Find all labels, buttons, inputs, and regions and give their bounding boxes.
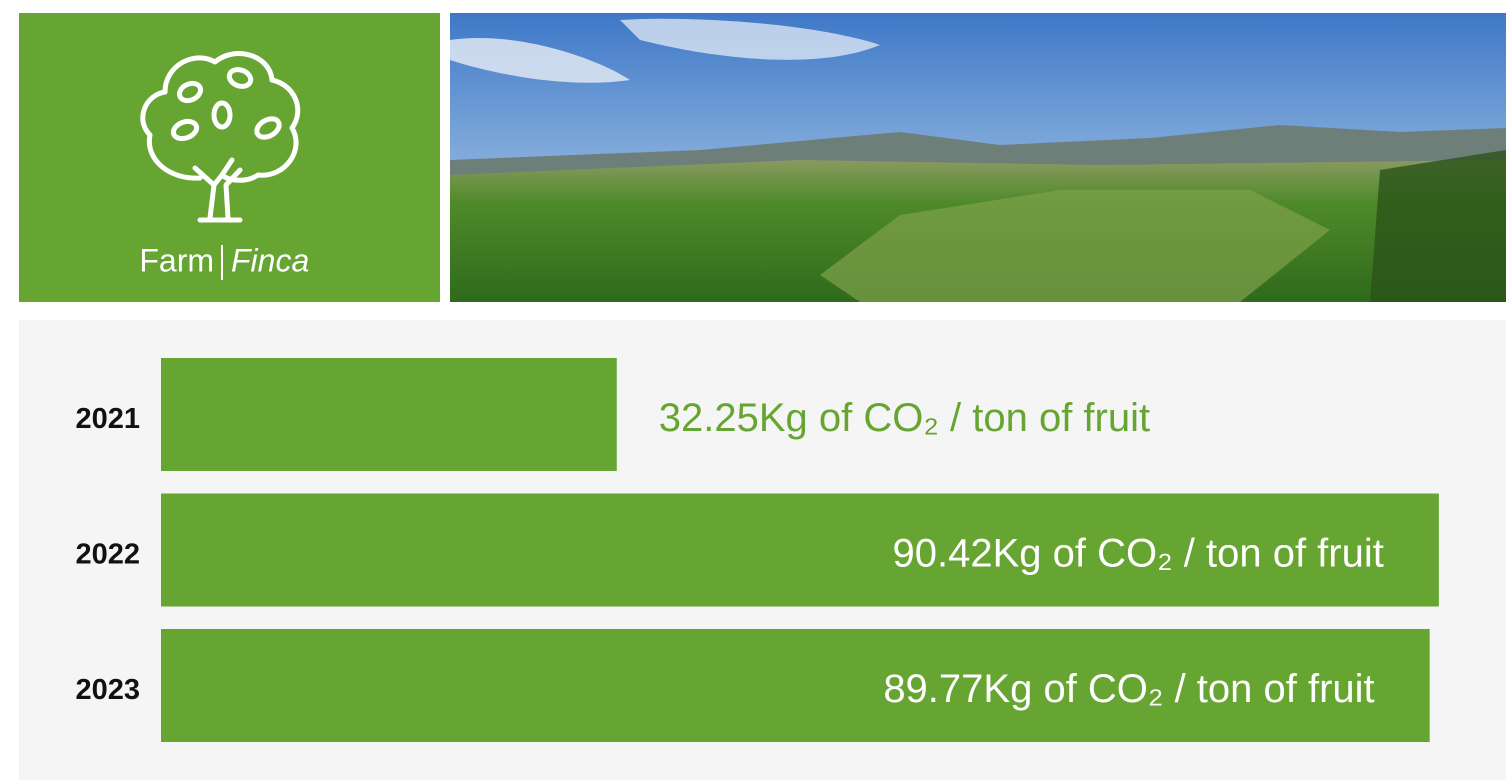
header-title: Farm [139, 242, 214, 278]
category-label: 2023 [75, 674, 140, 706]
tree-icon [140, 51, 301, 223]
value-label: 32.25Kg of CO₂ / ton of fruit [659, 396, 1150, 440]
value-label: 89.77Kg of CO₂ / ton of fruit [883, 667, 1374, 711]
bar [161, 629, 1430, 742]
bar [161, 493, 1439, 607]
category-label: 2022 [75, 539, 140, 571]
header-panel [19, 13, 440, 302]
farm-photo [450, 13, 1506, 302]
bar [161, 358, 617, 471]
value-label: 90.42Kg of CO₂ / ton of fruit [893, 532, 1384, 576]
header-subtitle: Finca [231, 242, 309, 278]
category-label: 2021 [75, 403, 140, 435]
